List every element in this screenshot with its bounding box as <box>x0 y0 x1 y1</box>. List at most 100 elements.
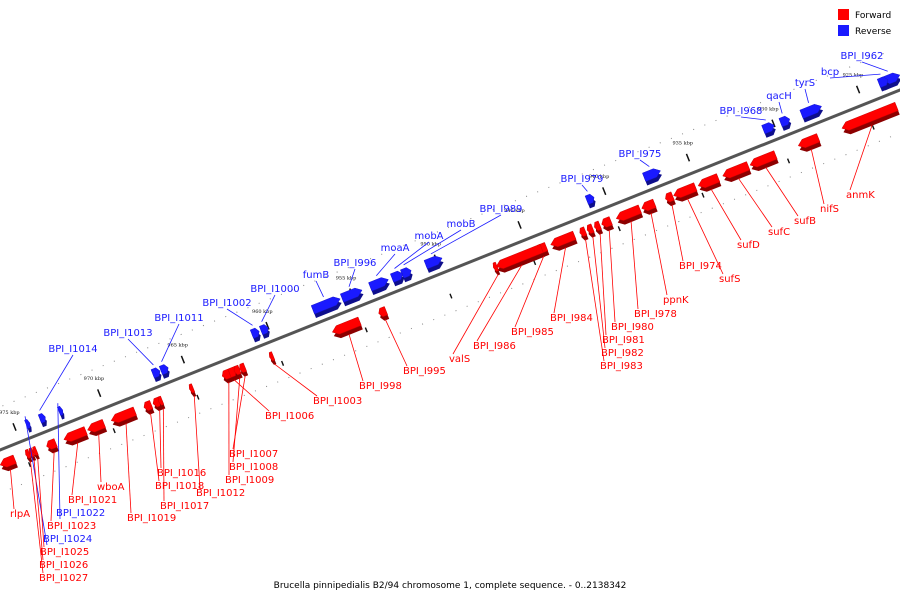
gene-connector <box>348 333 364 382</box>
gene-arrow <box>143 400 154 411</box>
gene-label: rlpA <box>10 509 30 520</box>
gene-connector <box>553 247 566 314</box>
gene-label: sufB <box>794 216 816 227</box>
gene-connector <box>315 280 324 298</box>
gene-connector <box>376 253 396 277</box>
tick-label: 925 kbp <box>843 73 864 79</box>
gene-arrow <box>492 261 500 272</box>
legend-label-forward: Forward <box>855 11 891 21</box>
gene-label: BPI_I1009 <box>225 475 274 486</box>
gene-connector <box>234 379 270 412</box>
gene-arrow <box>157 395 165 406</box>
gene-arrow <box>761 122 775 135</box>
gene-label: BPI_I1018 <box>155 481 204 492</box>
gene-label: ppnK <box>663 295 689 306</box>
gene-label: anmK <box>846 190 875 201</box>
gene-connector <box>608 229 616 323</box>
gene-label: BPI_I1012 <box>196 488 245 499</box>
gene-connector <box>671 204 684 262</box>
gene-connector <box>581 184 588 192</box>
gene-connector <box>829 73 881 79</box>
gene-connector <box>514 256 545 328</box>
gene-label: BPI_I989 <box>480 204 523 215</box>
gene-label: BPI_I981 <box>602 335 645 346</box>
gene-connector <box>804 88 809 103</box>
gene-arrow <box>642 168 661 182</box>
tick-mark-lower <box>701 192 705 198</box>
gene-connector <box>162 408 165 502</box>
gene-arrow <box>32 445 39 456</box>
gene-connector <box>639 159 650 167</box>
gene-connector <box>394 241 430 269</box>
tick-mark-lower <box>280 360 285 366</box>
gene-features <box>0 72 900 472</box>
gene-connector <box>71 442 79 496</box>
gene-label: BPI_I1017 <box>160 501 209 512</box>
gene-arrow <box>63 426 88 442</box>
gene-connector <box>650 213 668 296</box>
tick-label: 970 kbp <box>84 376 105 382</box>
gene-connector <box>385 319 408 367</box>
gene-connector <box>98 434 102 483</box>
tick-mark <box>602 187 607 196</box>
gene-arrow <box>0 454 17 468</box>
gene-label: BPI_I1022 <box>56 508 105 519</box>
gene-connector <box>630 221 639 310</box>
gene-label: BPI_I1019 <box>127 513 176 524</box>
tick-mark <box>855 85 861 94</box>
gene-connector <box>810 149 825 205</box>
gene-arrow <box>268 351 276 362</box>
gene-arrow <box>641 198 657 212</box>
gene-label: BPI_I1007 <box>229 449 278 460</box>
gene-arrow <box>584 193 595 205</box>
gene-arrow <box>188 383 196 394</box>
gene-connector <box>710 189 742 241</box>
gene-label: BPI_I996 <box>334 258 377 269</box>
gene-connector <box>849 124 873 191</box>
gene-connector <box>476 264 523 342</box>
gene-arrow <box>25 448 32 459</box>
gene-label: BPI_I1026 <box>39 560 88 571</box>
gene-connector <box>687 198 724 275</box>
gene-label: BPI_I986 <box>473 341 516 352</box>
gene-connector <box>778 101 783 114</box>
gene-label: BPI_I1000 <box>250 284 299 295</box>
gene-label: mobA <box>414 231 443 242</box>
gene-label: sufD <box>737 240 760 251</box>
tick-mark <box>180 355 186 364</box>
tick-mark-lower <box>28 461 32 468</box>
gene-label: fumB <box>303 270 330 281</box>
gene-arrow <box>797 133 821 149</box>
gene-arrow <box>601 216 613 228</box>
legend-label-reverse: Reverse <box>855 27 892 37</box>
gene-label: BPI_I978 <box>634 309 677 320</box>
gene-arrow <box>233 364 242 376</box>
gene-connector <box>274 363 318 397</box>
gene-label: nifS <box>820 204 839 215</box>
gene-arrow <box>110 406 137 423</box>
gene-arrow <box>579 226 588 237</box>
gene-connector <box>193 395 201 489</box>
tick-mark-lower <box>364 327 368 333</box>
gene-label: BPI_I979 <box>561 174 604 185</box>
gene-connector <box>452 274 499 355</box>
legend-swatch-forward <box>838 9 849 20</box>
gene-arrow <box>841 101 899 131</box>
gene-label: wboA <box>97 482 125 493</box>
tick-label: 950 kbp <box>420 241 441 247</box>
gene-connector <box>232 377 241 463</box>
tick-label: 965 kbp <box>167 343 188 349</box>
sequence-backbone <box>0 88 900 452</box>
gene-connector <box>585 239 605 362</box>
gene-label: BPI_I1013 <box>103 328 152 339</box>
tick-label: 945 kbp <box>504 208 525 214</box>
tick-mark-lower <box>196 394 200 400</box>
tick-mark-lower <box>533 259 537 266</box>
gene-arrow <box>673 182 698 198</box>
tick-mark <box>685 153 691 162</box>
gene-arrow <box>339 287 363 303</box>
tick-mark <box>517 220 522 229</box>
gene-arrow <box>778 115 790 128</box>
gene-arrow <box>423 255 443 270</box>
tick-mark-lower <box>786 158 791 164</box>
